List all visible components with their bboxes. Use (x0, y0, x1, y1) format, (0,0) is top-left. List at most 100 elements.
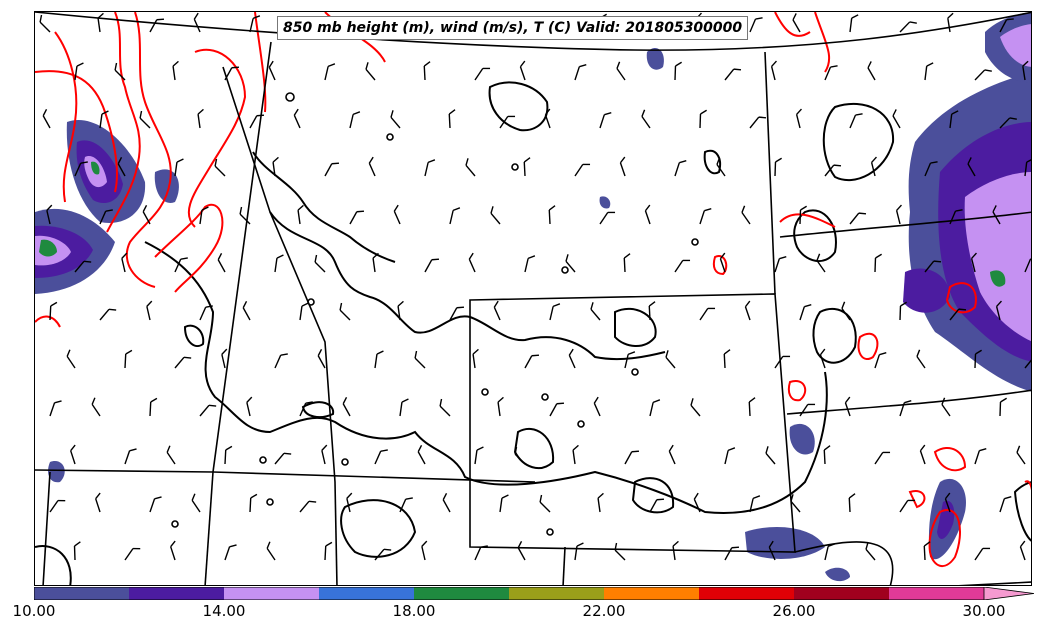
wind-barb-flag (325, 541, 333, 547)
wind-barb-shaft (390, 116, 401, 129)
wind-barb (899, 499, 916, 513)
wind-barb-shaft (824, 66, 832, 81)
wind-barb-shaft (549, 306, 554, 321)
wind-barb-flag (816, 253, 821, 261)
temperature-contour (187, 48, 247, 228)
wind-barb (724, 546, 740, 561)
wind-barb-flag (992, 205, 997, 213)
wind-barb-shaft (574, 546, 578, 561)
wind-barb-shaft (224, 67, 233, 81)
wind-barb-flag (242, 301, 248, 309)
wind-barb (293, 108, 301, 129)
temperature-contour (779, 213, 836, 228)
wind-barb-flag (105, 209, 113, 212)
wind-barb-flag (590, 302, 594, 310)
wind-barb-shaft (374, 548, 385, 561)
wind-barb-shaft (974, 450, 980, 465)
wind-barb (724, 68, 742, 81)
wind-barb-flag (548, 205, 556, 211)
wind-barb-flag (951, 110, 959, 115)
wind-barb (924, 161, 938, 177)
wind-barb-flag (926, 62, 934, 67)
wind-barb-flag (172, 60, 179, 67)
wind-barb-shaft (649, 499, 658, 513)
wind-barb-flag (221, 348, 228, 355)
wind-barb (649, 399, 661, 417)
wind-barb-shaft (674, 260, 684, 273)
wind-barb-shaft (699, 210, 705, 225)
wind-barb-shaft (524, 355, 533, 369)
wind-barb-shaft (314, 261, 326, 273)
wind-barb-flag (154, 496, 162, 500)
wind-barb-shaft (648, 305, 651, 321)
wind-barb-shaft (624, 354, 629, 369)
wind-barb-flag (423, 61, 431, 67)
wind-barb-shaft (999, 498, 1005, 513)
wind-barb (472, 348, 479, 369)
height-contour (183, 324, 205, 347)
wind-barb (949, 308, 967, 321)
wind-barb-flag (139, 110, 143, 119)
wind-barb (414, 350, 426, 369)
wind-barb (74, 161, 88, 177)
wind-barb-shaft (924, 260, 935, 273)
wind-barb-shaft (844, 402, 851, 417)
wind-barb-shaft (374, 354, 378, 369)
wind-barb-shaft (765, 452, 776, 465)
wind-barb (748, 397, 756, 417)
wind-barb (346, 492, 353, 513)
wind-barb (448, 109, 456, 129)
height-center-marker (341, 458, 349, 466)
wind-barb-flag (514, 446, 518, 455)
wind-barb-flag (133, 547, 141, 550)
wind-barb (74, 260, 92, 273)
wind-barb (465, 158, 476, 177)
wind-barb-flag (996, 300, 1002, 307)
wind-barb (614, 542, 626, 561)
state-boundary (786, 389, 1031, 415)
wind-barb-flag (1004, 496, 1012, 500)
wind-barb-shaft (693, 498, 701, 513)
wind-barb-shaft (624, 451, 633, 465)
wind-barb-flag (308, 500, 317, 503)
colorbar-segment (129, 587, 225, 600)
wind-barb (974, 69, 992, 81)
wind-barb (699, 307, 716, 321)
wind-barb-flag (527, 255, 536, 260)
temperature-contour (814, 12, 831, 73)
wind-barb-shaft (524, 258, 529, 273)
wind-barb (249, 15, 261, 33)
wind-barb (824, 543, 836, 561)
wind-barb (114, 62, 126, 81)
wind-barb-shaft (374, 450, 382, 465)
height-center-marker (631, 368, 639, 376)
wind-barb-flag (191, 493, 196, 501)
height-center-marker (691, 238, 699, 246)
wind-speed-shading-region (599, 196, 611, 209)
wind-barb (146, 300, 153, 321)
wind-barb-flag (865, 542, 869, 550)
wind-barb (923, 541, 931, 561)
wind-barb (142, 205, 151, 225)
wind-barb-flag (401, 398, 409, 403)
wind-barb-flag (417, 445, 423, 453)
wind-barb-shaft (819, 354, 826, 369)
wind-barb (314, 254, 326, 273)
wind-barb (719, 252, 726, 273)
state-boundary (222, 66, 336, 483)
wind-barb (723, 349, 731, 369)
wind-barb-flag (239, 206, 243, 215)
map-panel (34, 11, 1032, 586)
wind-barb-shaft (974, 69, 986, 81)
wind-barb-shaft (944, 498, 951, 513)
height-contour (488, 81, 549, 132)
wind-barb (824, 65, 838, 81)
temperature-contours (35, 12, 1031, 567)
wind-barb (214, 158, 226, 177)
wind-barb-shaft (799, 306, 805, 321)
wind-barb-shaft (644, 210, 651, 225)
wind-barb-shaft (49, 402, 56, 417)
temperature-contour (908, 490, 926, 509)
wind-barb (941, 397, 951, 417)
wind-barb-flag (405, 497, 413, 500)
